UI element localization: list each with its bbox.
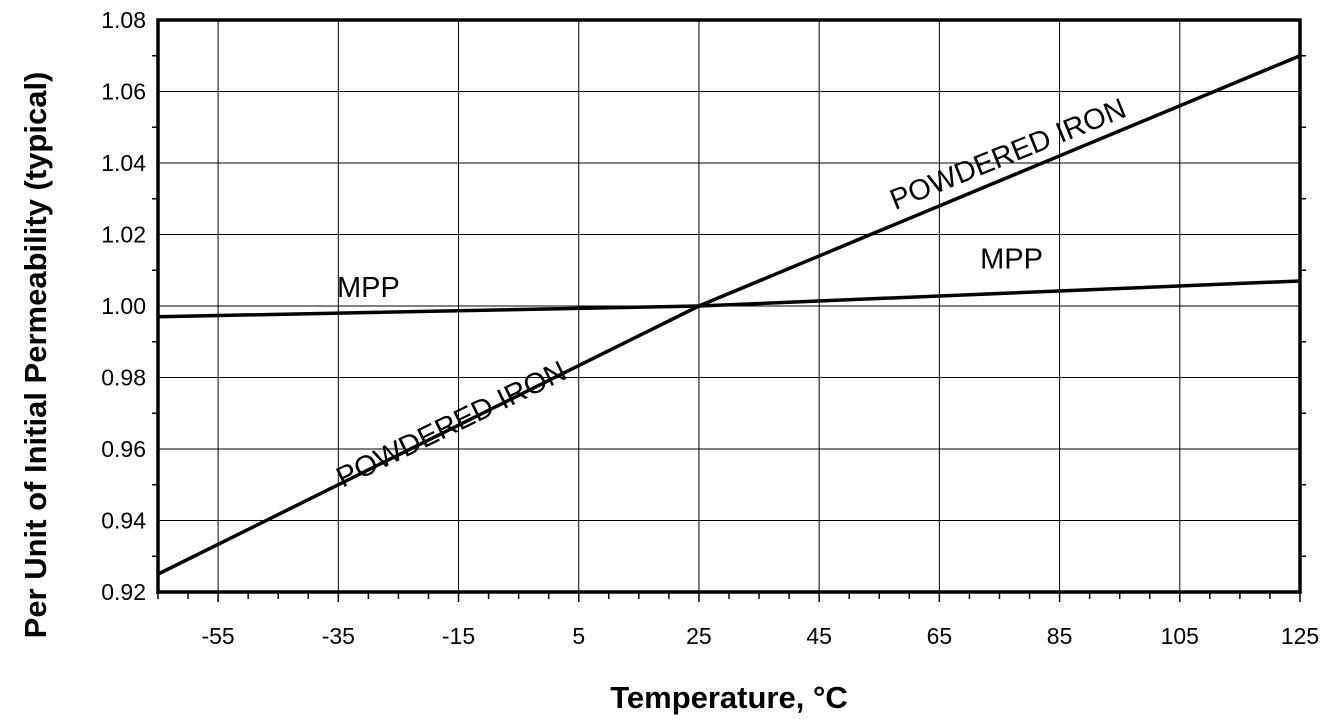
- series-label: MPP: [337, 272, 400, 304]
- y-tick-label: 0.92: [101, 579, 146, 605]
- x-tick-label: -15: [442, 623, 475, 649]
- x-tick-label: 85: [1047, 623, 1073, 649]
- y-tick-label: 0.94: [101, 508, 146, 534]
- series-lines: [157, 54, 1301, 576]
- y-tick-label: 1.06: [101, 79, 146, 105]
- x-axis-title: Temperature, °C: [610, 680, 848, 715]
- x-tick-label: 25: [686, 623, 712, 649]
- series-label: POWDERED IRON: [332, 355, 572, 494]
- x-tick-labels: -55 -35 -15 5 25 45 65 85 105 125: [201, 623, 1319, 649]
- series-label: MPP: [980, 243, 1043, 275]
- x-tick-label: 65: [927, 623, 953, 649]
- x-tick-label: -55: [201, 623, 234, 649]
- y-axis-title: Per Unit of Initial Permeability (typica…: [18, 72, 53, 639]
- x-tick-label: 45: [806, 623, 832, 649]
- y-tick-label: 1.04: [101, 150, 146, 176]
- y-tick-label: 1.00: [101, 293, 146, 319]
- x-tick-label: 125: [1281, 623, 1319, 649]
- y-tick-label: 1.08: [101, 7, 146, 33]
- y-tick-label: 0.96: [101, 436, 146, 462]
- series-label: POWDERED IRON: [886, 93, 1131, 217]
- y-tick-label: 1.02: [101, 222, 146, 248]
- plot-frame: [156, 18, 1302, 594]
- y-tick-label: 0.98: [101, 365, 146, 391]
- y-tick-labels: 0.92 0.94 0.96 0.98 1.00 1.02 1.04 1.06 1.08: [101, 7, 146, 605]
- x-tick-label: -35: [322, 623, 355, 649]
- x-tick-label: 105: [1161, 623, 1199, 649]
- series-line-mpp: [157, 279, 1301, 319]
- x-tick-label: 5: [572, 623, 585, 649]
